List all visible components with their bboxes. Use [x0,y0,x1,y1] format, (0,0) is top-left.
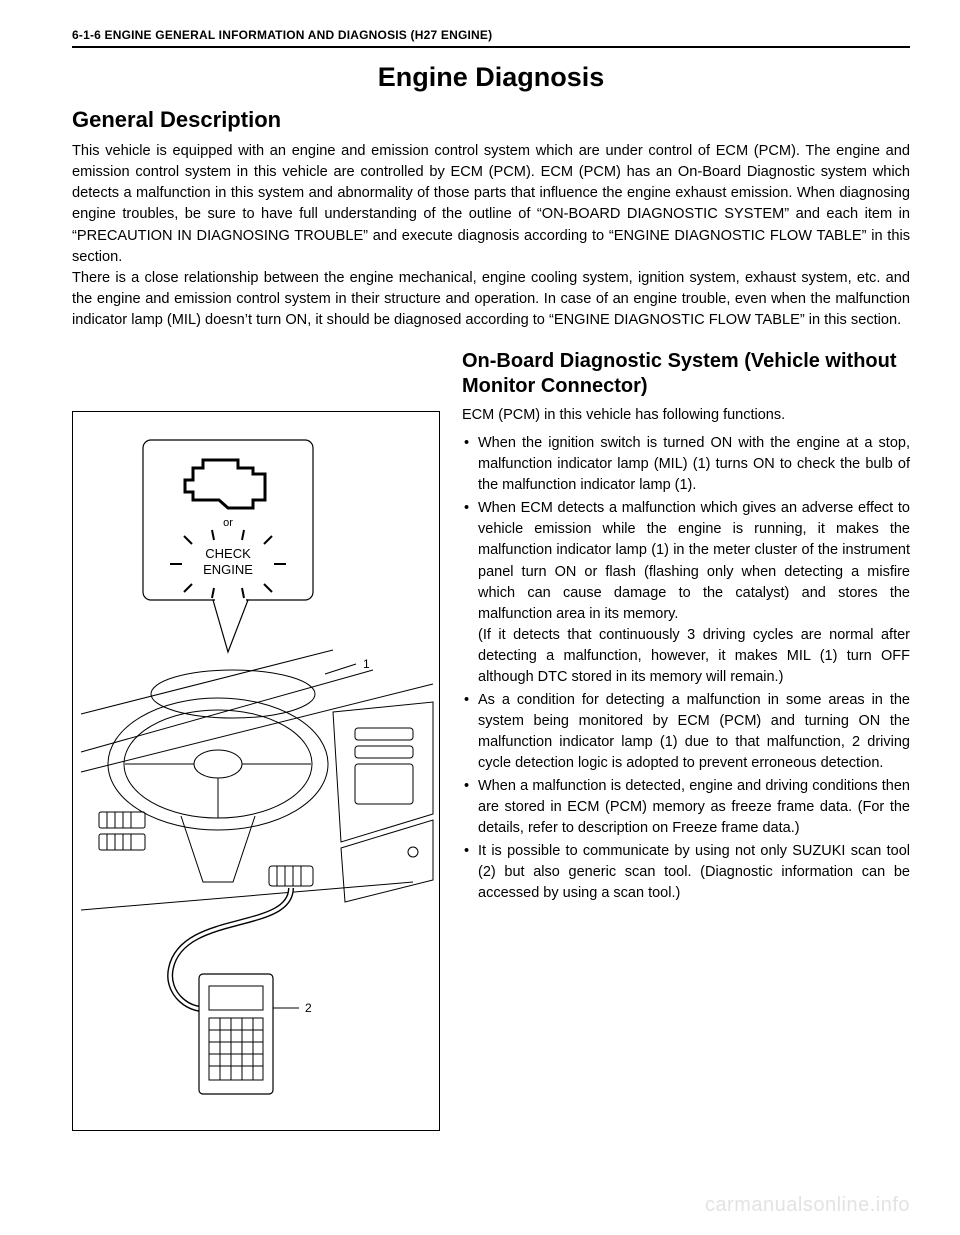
list-item: When a malfunction is detected, engine a… [462,776,910,839]
header-text: 6-1-6 ENGINE GENERAL INFORMATION AND DIA… [72,28,910,42]
page-header: 6-1-6 ENGINE GENERAL INFORMATION AND DIA… [72,28,910,48]
watermark: carmanualsonline.info [705,1194,910,1217]
list-item: When the ignition switch is turned ON wi… [462,433,910,496]
section-title: General Description [72,107,910,133]
main-title: Engine Diagnosis [72,62,910,93]
intro-block: This vehicle is equipped with an engine … [72,141,910,331]
list-item: As a condition for detecting a malfuncti… [462,690,910,774]
list-item-text: When ECM detects a malfunction which giv… [478,500,910,621]
sub-intro: ECM (PCM) in this vehicle has following … [462,407,910,423]
bullet-list: When the ignition switch is turned ON wi… [462,433,910,903]
callout-engine: ENGINE [203,562,253,577]
right-column: On-Board Diagnostic System (Vehicle with… [462,349,910,1131]
left-column: or CHECK ENGINE [72,349,440,1131]
dashboard-drawing [81,650,433,1094]
diagram: or CHECK ENGINE [72,411,440,1131]
list-item: It is possible to communicate by using n… [462,841,910,904]
list-item: When ECM detects a malfunction which giv… [462,498,910,687]
intro-paragraph-2: There is a close relationship between th… [72,268,910,331]
intro-paragraph-1: This vehicle is equipped with an engine … [72,141,910,268]
page: 6-1-6 ENGINE GENERAL INFORMATION AND DIA… [0,0,960,1235]
sub-section-title: On-Board Diagnostic System (Vehicle with… [462,349,910,399]
list-item-subtext: (If it detects that continuously 3 drivi… [478,625,910,688]
callout-or: or [223,517,233,529]
list-item-text: When the ignition switch is turned ON wi… [478,435,910,493]
diagram-label-2: 2 [305,1001,312,1015]
list-item-text: When a malfunction is detected, engine a… [478,778,910,836]
diagram-label-1: 1 [363,657,370,671]
scan-tool [199,974,273,1094]
list-item-text: It is possible to communicate by using n… [478,843,910,901]
list-item-text: As a condition for detecting a malfuncti… [478,692,910,771]
callout-balloon: or CHECK ENGINE [143,440,313,652]
callout-check: CHECK [205,546,251,561]
two-column-layout: or CHECK ENGINE [72,349,910,1131]
diagram-svg: or CHECK ENGINE [73,412,441,1132]
